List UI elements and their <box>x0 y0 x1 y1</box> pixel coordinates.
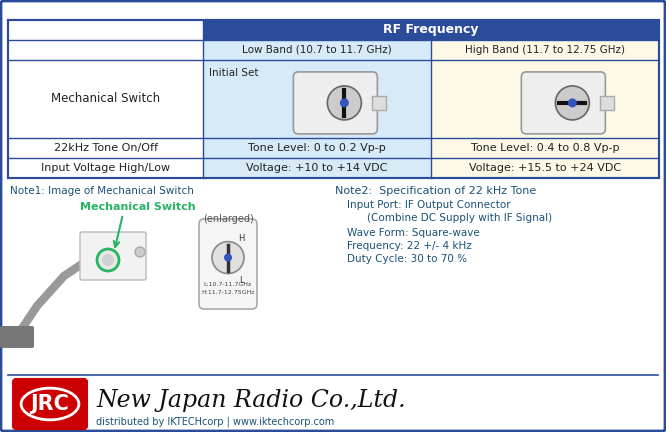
Text: 22kHz Tone On/Off: 22kHz Tone On/Off <box>53 143 157 153</box>
Text: Tone Level: 0 to 0.2 Vp-p: Tone Level: 0 to 0.2 Vp-p <box>248 143 386 153</box>
Text: H:11.7-12.75GHz: H:11.7-12.75GHz <box>201 290 255 295</box>
Circle shape <box>102 254 114 266</box>
Bar <box>8 138 203 158</box>
Bar <box>431 158 659 178</box>
Text: Mechanical Switch: Mechanical Switch <box>51 92 160 105</box>
Text: (Combine DC Supply with IF Signal): (Combine DC Supply with IF Signal) <box>367 213 552 223</box>
Text: Mechanical Switch: Mechanical Switch <box>80 202 196 212</box>
Text: distributed by IKTECHcorp | www.iktechcorp.com: distributed by IKTECHcorp | www.iktechco… <box>96 417 334 427</box>
Text: Initial Set: Initial Set <box>209 68 258 78</box>
Text: Low Band (10.7 to 11.7 GHz): Low Band (10.7 to 11.7 GHz) <box>242 45 392 55</box>
Bar <box>8 158 203 178</box>
Text: RF Frequency: RF Frequency <box>383 23 479 36</box>
Bar <box>431 40 659 60</box>
Text: (enlarged): (enlarged) <box>202 214 253 224</box>
FancyBboxPatch shape <box>13 379 87 429</box>
FancyBboxPatch shape <box>199 219 257 309</box>
FancyBboxPatch shape <box>521 72 605 134</box>
Circle shape <box>97 249 119 271</box>
Bar <box>203 20 659 40</box>
Text: H: H <box>238 234 244 243</box>
Text: Voltage: +15.5 to +24 VDC: Voltage: +15.5 to +24 VDC <box>469 163 621 173</box>
Bar <box>431 60 659 138</box>
Circle shape <box>328 86 362 120</box>
Bar <box>8 60 203 138</box>
Text: Duty Cycle: 30 to 70 %: Duty Cycle: 30 to 70 % <box>347 254 467 264</box>
Text: Note1: Image of Mechanical Switch: Note1: Image of Mechanical Switch <box>10 186 194 196</box>
FancyBboxPatch shape <box>80 232 146 280</box>
Text: Frequency: 22 +/- 4 kHz: Frequency: 22 +/- 4 kHz <box>347 241 472 251</box>
Text: Tone Level: 0.4 to 0.8 Vp-p: Tone Level: 0.4 to 0.8 Vp-p <box>471 143 619 153</box>
Text: High Band (11.7 to 12.75 GHz): High Band (11.7 to 12.75 GHz) <box>465 45 625 55</box>
Bar <box>372 96 386 110</box>
Bar <box>600 96 614 110</box>
Bar <box>203 158 431 178</box>
Circle shape <box>568 98 577 108</box>
FancyBboxPatch shape <box>0 326 34 348</box>
Circle shape <box>135 247 145 257</box>
Circle shape <box>555 86 589 120</box>
Text: New Japan Radio Co.,Ltd.: New Japan Radio Co.,Ltd. <box>96 390 406 413</box>
Ellipse shape <box>21 388 79 420</box>
Text: Input Voltage High/Low: Input Voltage High/Low <box>41 163 170 173</box>
Text: Note2:  Specification of 22 kHz Tone: Note2: Specification of 22 kHz Tone <box>335 186 536 196</box>
Circle shape <box>224 254 232 262</box>
Bar <box>203 60 431 138</box>
Bar <box>431 138 659 158</box>
Bar <box>203 40 431 60</box>
Text: Wave Form: Square-wave: Wave Form: Square-wave <box>347 228 480 238</box>
Circle shape <box>212 241 244 273</box>
Circle shape <box>340 98 349 108</box>
Text: L: L <box>238 276 243 285</box>
Text: JRC: JRC <box>31 394 69 414</box>
Text: Voltage: +10 to +14 VDC: Voltage: +10 to +14 VDC <box>246 163 388 173</box>
Text: Input Port: IF Output Connector: Input Port: IF Output Connector <box>347 200 511 210</box>
FancyBboxPatch shape <box>293 72 378 134</box>
Bar <box>203 138 431 158</box>
Text: L:10.7-11.7GHz: L:10.7-11.7GHz <box>204 282 252 287</box>
